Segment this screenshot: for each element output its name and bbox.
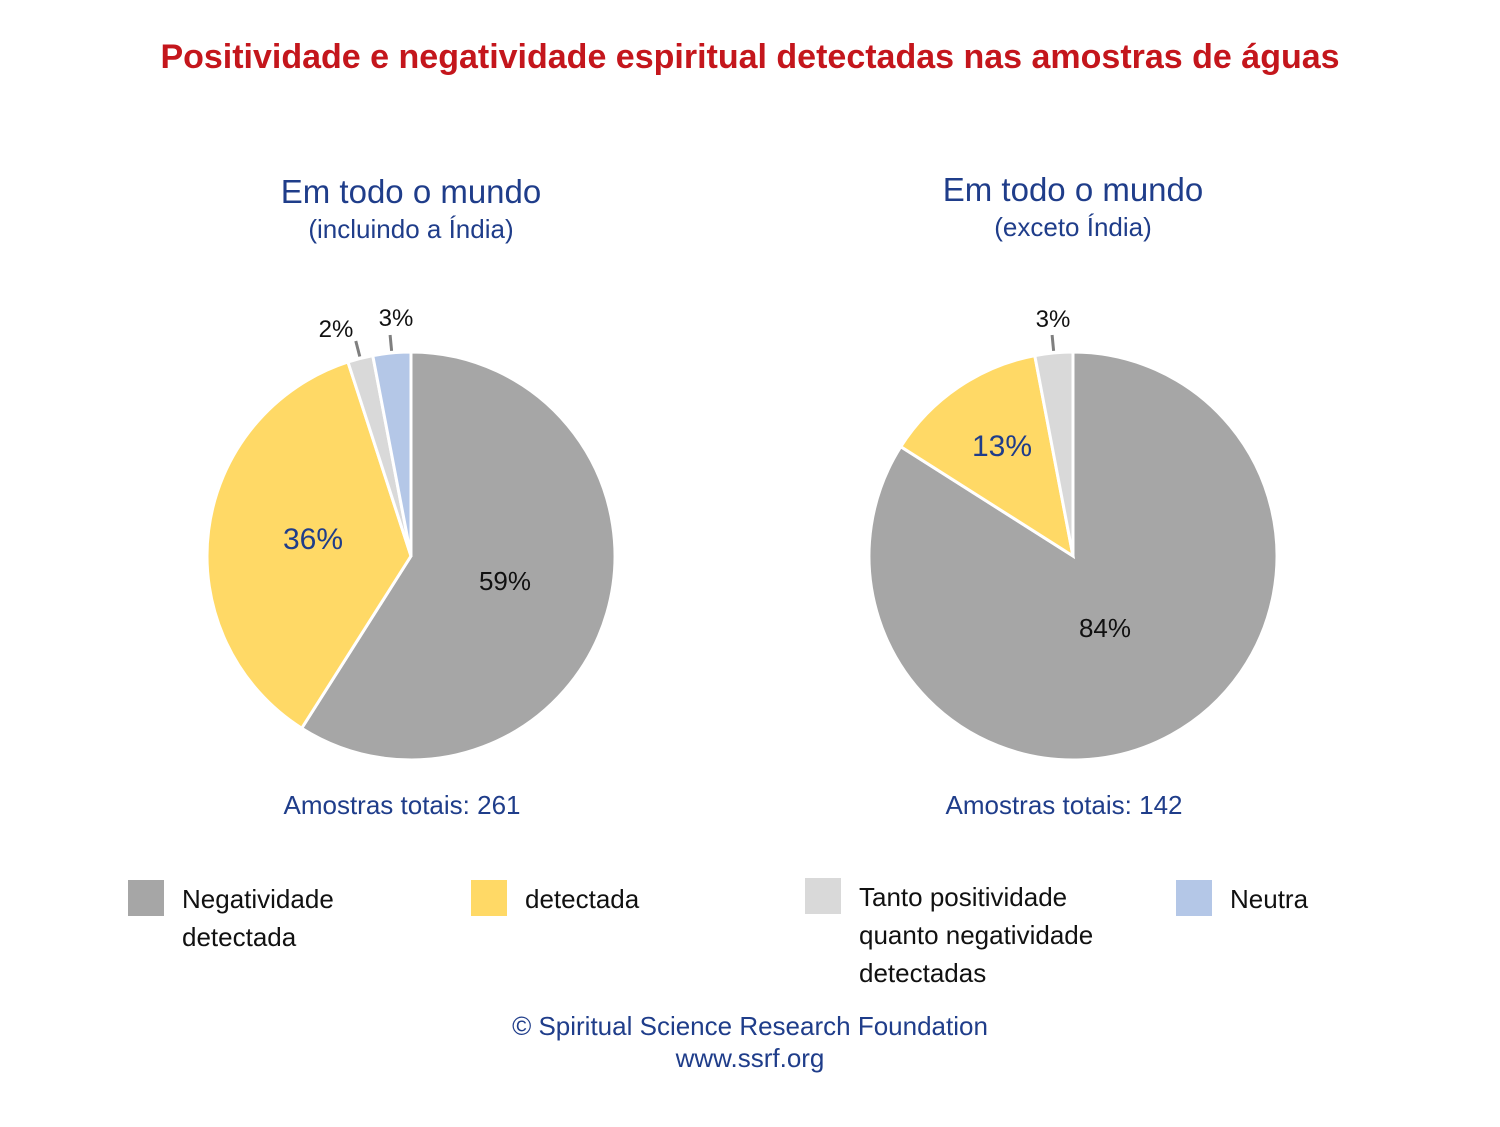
pie-2-slice-both (1033, 350, 1075, 557)
pie-1-label-both: 2% (319, 316, 354, 343)
legend-item-neutral: Neutra (1176, 880, 1308, 918)
pie-1-subtitle: (incluindo a Índia) (308, 214, 514, 244)
pie-2-label-both: 3% (1036, 306, 1071, 333)
pie-2-title: Em todo o mundo (942, 171, 1204, 208)
pie-2-label-positive: 13% (972, 430, 1032, 463)
pie-1-title: Em todo o mundo (280, 173, 542, 210)
pie-1-slice-positive (205, 360, 413, 731)
footer-copyright: © Spiritual Science Research Foundation (512, 1011, 988, 1041)
pie-1-leader-both (354, 340, 362, 357)
pie-2-total-label: Amostras totais: 142 (945, 790, 1183, 820)
pie-2-leader-both (1050, 334, 1056, 352)
legend-item-negative: Negatividade detectada (128, 880, 334, 956)
legend-label-both: Tanto positividade quanto negatividade d… (859, 882, 1094, 988)
chart-title: Positividade e negatividade espiritual d… (160, 38, 1340, 76)
legend-label-positive: detectada (525, 884, 640, 914)
legend-item-positive: detectada (471, 880, 639, 918)
footer-url: www.ssrf.org (675, 1043, 825, 1073)
legend-label-negative: Negatividade detectada (182, 884, 334, 952)
legend-label-neutral: Neutra (1230, 884, 1309, 914)
blue-square-icon (1176, 880, 1212, 916)
gray-square-icon (128, 880, 164, 916)
pie-1-label-neutral: 3% (379, 305, 414, 332)
pie-2-label-negative: 84% (1079, 613, 1131, 643)
pie-1-heading: Em todo o mundo (incluindo a Índia) (131, 172, 691, 246)
pie-1-slice-neutral (371, 350, 413, 557)
pie-1-label-negative: 59% (479, 566, 531, 596)
pie-1-slice-negative (299, 350, 617, 762)
pie-2-heading: Em todo o mundo (exceto Índia) (793, 170, 1353, 244)
yellow-square-icon (471, 880, 507, 916)
pie-2-subtitle: (exceto Índia) (994, 212, 1152, 242)
light-gray-square-icon (805, 878, 841, 914)
pie-1-total-label: Amostras totais: 261 (283, 790, 521, 820)
pie-1-leader-neutral (388, 334, 394, 352)
pie-1-label-positive: 36% (283, 523, 343, 556)
legend-item-both: Tanto positividade quanto negatividade d… (805, 878, 1093, 992)
pie-2-slice-positive (898, 353, 1076, 560)
